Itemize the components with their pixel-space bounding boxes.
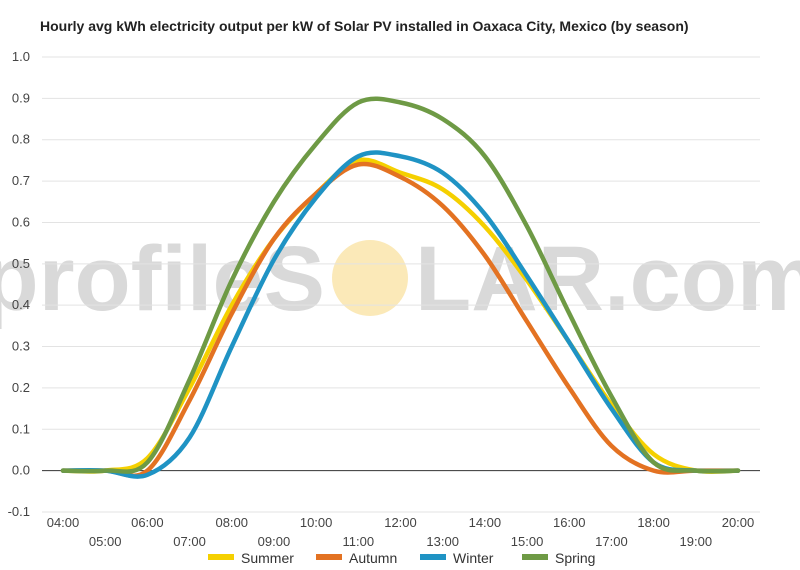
series-line-winter [60,150,741,479]
x-tick-label: 05:00 [89,534,122,549]
legend-swatch-spring [522,554,548,560]
legend-label-summer: Summer [241,550,294,566]
legend-swatch-winter [420,554,446,560]
legend-swatch-autumn [316,554,342,560]
x-tick-label: 07:00 [173,534,206,549]
y-tick-label: -0.1 [8,504,30,519]
x-tick-label: 10:00 [300,515,333,530]
series-line-spring [60,96,741,474]
legend-label-winter: Winter [453,550,494,566]
x-tick-label: 16:00 [553,515,586,530]
y-tick-label: 1.0 [12,49,30,64]
watermark-sun-icon [332,240,408,316]
x-tick-label: 15:00 [511,534,544,549]
y-tick-label: 0.5 [12,256,30,271]
series-lines [60,96,741,479]
watermark: profileS LAR.com [0,228,800,330]
watermark-text-left: profileS [0,228,325,330]
y-axis: 1.0 0.9 0.8 0.7 0.6 0.5 0.4 0.3 0.2 0.1 0.0 -0.1 [8,49,30,519]
y-tick-label: 0.7 [12,173,30,188]
y-tick-label: 0.2 [12,380,30,395]
y-tick-label: 0.9 [12,90,30,105]
legend-label-autumn: Autumn [349,550,397,566]
y-tick-label: 0.0 [12,463,30,478]
x-tick-label: 13:00 [426,534,459,549]
chart-title: Hourly avg kWh electricity output per kW… [40,18,689,34]
x-tick-label: 08:00 [215,515,248,530]
y-tick-label: 0.8 [12,132,30,147]
x-axis: 04:00 05:00 06:00 07:00 08:00 09:00 10:00 11:00… [47,515,755,549]
series-line-autumn [60,161,741,479]
x-tick-label: 04:00 [47,515,80,530]
watermark-text-right: LAR.com [415,228,800,330]
x-tick-label: 18:00 [637,515,670,530]
x-tick-label: 14:00 [469,515,502,530]
y-tick-label: 0.4 [12,297,30,312]
x-tick-label: 09:00 [258,534,291,549]
x-tick-label: 20:00 [722,515,755,530]
x-tick-label: 11:00 [343,534,375,549]
y-tick-label: 0.3 [12,339,30,354]
grid [42,56,760,513]
legend: Summer Autumn Winter Spring [208,550,595,566]
legend-swatch-summer [208,554,234,560]
x-tick-label: 06:00 [131,515,164,530]
legend-label-spring: Spring [555,550,595,566]
y-tick-label: 0.1 [12,421,30,436]
x-tick-label: 19:00 [680,534,713,549]
x-tick-label: 12:00 [384,515,417,530]
y-tick-label: 0.6 [12,214,30,229]
x-tick-label: 17:00 [595,534,628,549]
